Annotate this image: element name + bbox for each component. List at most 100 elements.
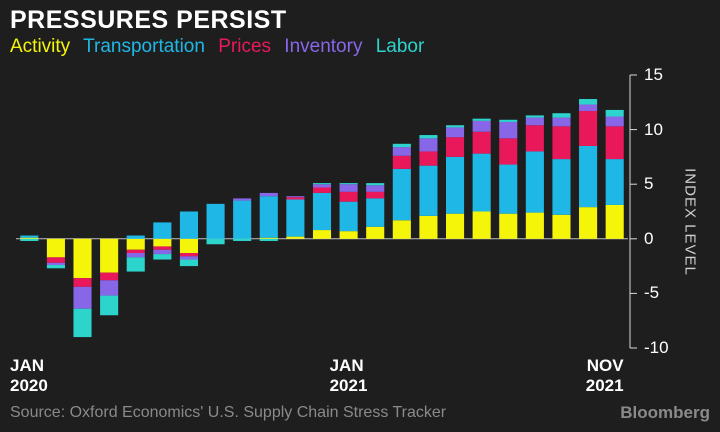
bar-segment-labor-15	[419, 135, 438, 139]
bar-segment-activity-20	[552, 214, 571, 239]
bar-segment-transportation-21	[579, 145, 598, 208]
bar-segment-prices-3	[100, 272, 119, 281]
bar-segment-activity-17	[472, 211, 491, 239]
legend: Activity Transportation Prices Inventory…	[10, 36, 432, 58]
bar-segment-labor-19	[525, 115, 544, 118]
bar-segment-labor-7	[206, 238, 225, 245]
bar-segment-activity-3	[100, 238, 119, 273]
bar-segment-prices-20	[552, 126, 571, 160]
bar-segment-activity-16	[446, 213, 465, 239]
bar-segment-prices-13	[366, 191, 385, 199]
bar-segment-activity-2	[73, 238, 92, 279]
bar-segment-activity-14	[392, 220, 411, 239]
y-tick-label: -5	[644, 283, 660, 303]
bar-segment-labor-1	[46, 265, 65, 269]
bar-segment-activity-13	[366, 226, 385, 239]
y-tick-label: 10	[644, 119, 663, 139]
bar-segment-transportation-18	[499, 164, 518, 214]
bar-segment-inventory-11	[312, 184, 332, 188]
bar-segment-inventory-4	[126, 253, 145, 258]
bar-segment-inventory-19	[525, 117, 544, 126]
bar-segment-inventory-21	[579, 104, 598, 112]
y-tick-label: -10	[644, 338, 669, 357]
legend-item-transportation: Transportation	[83, 36, 205, 57]
bar-segment-activity-15	[419, 215, 438, 239]
bar-segment-transportation-20	[552, 159, 571, 215]
bar-segment-labor-13	[366, 183, 385, 186]
bar-segment-prices-16	[446, 137, 465, 157]
bar-segment-labor-8	[233, 238, 252, 241]
bar-segment-labor-14	[392, 143, 411, 148]
bar-segment-labor-3	[100, 295, 119, 316]
bar-segment-labor-12	[339, 183, 358, 185]
bar-segment-inventory-6	[179, 256, 198, 260]
bar-segment-prices-17	[472, 131, 491, 154]
bar-segment-transportation-15	[419, 165, 438, 216]
bar-segment-activity-5	[153, 238, 172, 247]
y-axis-label: INDEX LEVEL	[681, 168, 699, 276]
bar-segment-labor-18	[499, 119, 518, 122]
bar-segment-prices-11	[312, 187, 332, 193]
x-tick-label: NOV 2021	[585, 356, 624, 395]
bar-segment-labor-21	[579, 99, 598, 105]
bar-segment-transportation-7	[206, 203, 225, 239]
bar-segment-labor-20	[552, 113, 571, 118]
bar-segment-inventory-8	[233, 198, 252, 201]
bar-segment-activity-6	[179, 238, 198, 253]
bar-segment-inventory-3	[100, 280, 119, 296]
bar-segment-inventory-10	[286, 196, 305, 198]
bar-segment-prices-22	[605, 126, 624, 160]
bar-segment-inventory-2	[73, 286, 92, 309]
bar-segment-inventory-15	[419, 138, 438, 152]
y-tick-label: 15	[644, 65, 663, 84]
bar-segment-labor-5	[153, 254, 172, 260]
bar-segment-labor-4	[126, 257, 145, 272]
bar-segment-transportation-10	[286, 199, 305, 237]
bar-segment-prices-19	[525, 125, 544, 152]
bar-segment-transportation-6	[179, 211, 198, 239]
legend-item-labor: Labor	[375, 36, 425, 57]
bar-segment-labor-17	[472, 118, 491, 121]
bar-segment-labor-6	[179, 259, 198, 267]
bar-segment-transportation-12	[339, 201, 358, 232]
bar-segment-prices-2	[73, 278, 92, 287]
bar-segment-activity-19	[525, 212, 544, 239]
bar-segment-transportation-17	[472, 153, 491, 212]
legend-item-prices: Prices	[218, 36, 272, 57]
bar-segment-labor-9	[259, 238, 278, 241]
bar-segment-prices-21	[579, 111, 598, 146]
bar-segment-activity-1	[46, 238, 65, 258]
bar-segment-prices-6	[179, 253, 198, 257]
source-note: Source: Oxford Economics' U.S. Supply Ch…	[10, 404, 447, 421]
bar-segment-labor-2	[73, 308, 92, 338]
bar-segment-transportation-13	[366, 198, 385, 227]
bar-segment-labor-16	[446, 125, 465, 128]
bar-segment-prices-1	[46, 257, 65, 263]
bar-segment-inventory-9	[259, 192, 278, 197]
bar-segment-transportation-16	[446, 156, 465, 214]
bar-segment-transportation-9	[259, 196, 278, 238]
bar-segment-transportation-19	[525, 151, 544, 213]
bar-segment-prices-15	[419, 151, 438, 166]
bar-segment-prices-14	[392, 155, 411, 169]
bar-segment-prices-12	[339, 191, 358, 202]
chart-title: PRESSURES PERSIST	[10, 6, 287, 34]
bar-segment-prices-18	[499, 138, 518, 165]
bar-segment-prices-5	[153, 246, 172, 250]
bar-segment-transportation-0	[20, 235, 39, 238]
bar-segment-inventory-18	[499, 121, 518, 139]
bar-segment-transportation-14	[392, 168, 411, 221]
bar-segment-inventory-14	[392, 147, 411, 156]
bar-segment-activity-21	[579, 207, 598, 239]
bar-segment-prices-4	[126, 249, 145, 253]
bar-segment-activity-12	[339, 231, 358, 239]
bar-segment-inventory-20	[552, 117, 571, 127]
bar-segment-transportation-8	[233, 200, 252, 239]
bar-segment-inventory-12	[339, 184, 358, 192]
bar-segment-labor-22	[605, 109, 624, 117]
x-tick-label: JAN 2020	[10, 356, 48, 395]
legend-item-inventory: Inventory	[284, 36, 363, 57]
bar-segment-activity-18	[499, 213, 518, 239]
x-tick-label: JAN 2021	[329, 356, 368, 395]
